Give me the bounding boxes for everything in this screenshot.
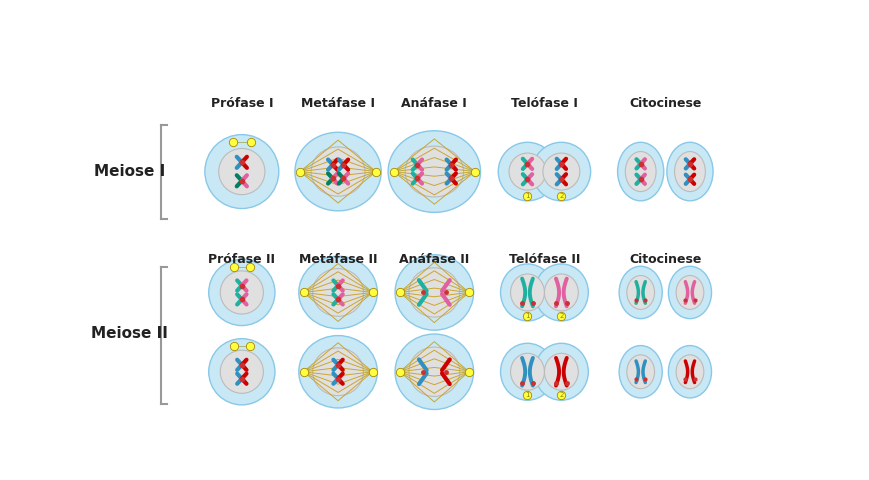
Ellipse shape (405, 146, 463, 197)
Ellipse shape (204, 134, 278, 208)
Ellipse shape (408, 268, 459, 317)
Ellipse shape (626, 276, 653, 310)
Text: 2: 2 (559, 392, 563, 398)
Ellipse shape (220, 271, 263, 314)
Ellipse shape (619, 266, 661, 319)
Ellipse shape (311, 147, 365, 196)
Text: Meiose II: Meiose II (91, 326, 168, 341)
Ellipse shape (298, 336, 377, 408)
Ellipse shape (508, 153, 546, 190)
Ellipse shape (312, 348, 363, 396)
Text: Prófase II: Prófase II (208, 253, 275, 266)
Ellipse shape (295, 132, 381, 211)
Ellipse shape (500, 264, 554, 321)
Ellipse shape (388, 131, 480, 212)
Text: Citocinese: Citocinese (628, 253, 700, 266)
Ellipse shape (298, 256, 377, 329)
Text: 2: 2 (559, 193, 563, 199)
Ellipse shape (675, 276, 703, 310)
Ellipse shape (617, 142, 663, 201)
Ellipse shape (534, 264, 587, 321)
Ellipse shape (532, 142, 590, 201)
Ellipse shape (498, 142, 556, 201)
Ellipse shape (312, 269, 363, 316)
Text: Telófase II: Telófase II (508, 253, 580, 266)
Ellipse shape (667, 346, 711, 398)
Text: 1: 1 (525, 392, 529, 398)
Text: 1: 1 (525, 312, 529, 319)
Text: 2: 2 (559, 312, 563, 319)
Text: Prófase I: Prófase I (210, 97, 273, 110)
Ellipse shape (544, 353, 578, 390)
Ellipse shape (220, 350, 263, 393)
Text: 1: 1 (525, 193, 529, 199)
Ellipse shape (625, 152, 655, 192)
Ellipse shape (408, 347, 459, 396)
Text: Telófase I: Telófase I (510, 97, 577, 110)
Ellipse shape (510, 274, 544, 311)
Ellipse shape (542, 153, 579, 190)
Text: Anáfase II: Anáfase II (399, 253, 469, 266)
Text: Anáfase I: Anáfase I (401, 97, 467, 110)
Text: Meiose I: Meiose I (94, 164, 165, 179)
Ellipse shape (534, 343, 587, 400)
Ellipse shape (395, 334, 473, 409)
Ellipse shape (626, 355, 653, 389)
Ellipse shape (510, 353, 544, 390)
Ellipse shape (667, 266, 711, 319)
Ellipse shape (395, 255, 473, 330)
Ellipse shape (209, 259, 275, 325)
Text: Metáfase I: Metáfase I (301, 97, 375, 110)
Ellipse shape (667, 142, 713, 201)
Ellipse shape (218, 148, 265, 195)
Ellipse shape (209, 339, 275, 405)
Text: Metáfase II: Metáfase II (298, 253, 377, 266)
Ellipse shape (544, 274, 578, 311)
Ellipse shape (500, 343, 554, 400)
Ellipse shape (675, 355, 703, 389)
Ellipse shape (619, 346, 661, 398)
Text: Citocinese: Citocinese (628, 97, 700, 110)
Ellipse shape (673, 152, 705, 192)
